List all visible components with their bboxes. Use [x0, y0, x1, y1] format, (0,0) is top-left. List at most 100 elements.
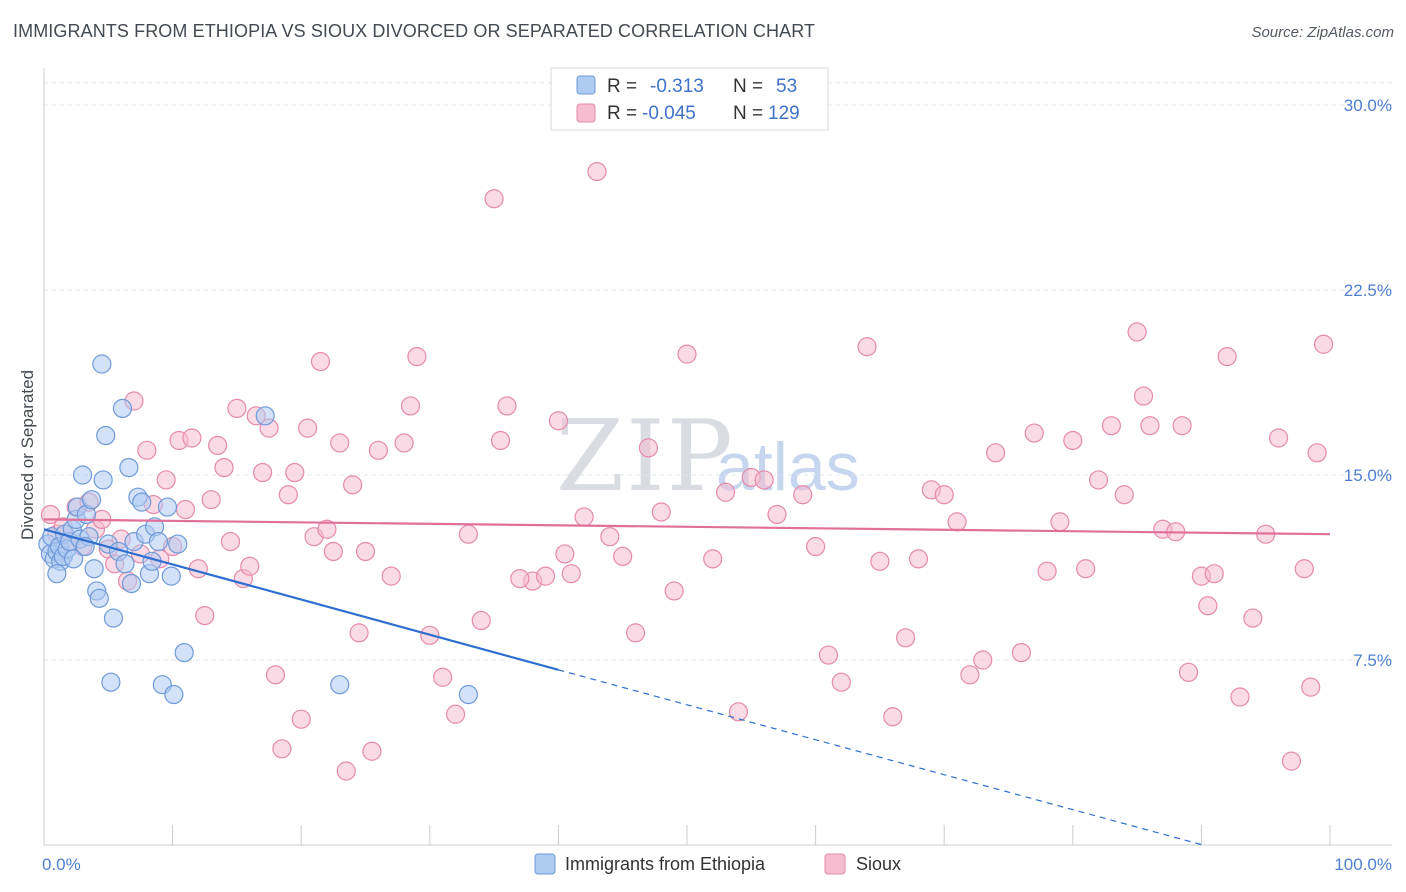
sioux-point	[484, 189, 504, 209]
sioux-point	[1133, 386, 1154, 406]
chart-title: IMMIGRANTS FROM ETHIOPIA VS SIOUX DIVORC…	[13, 21, 816, 41]
sioux-point	[973, 650, 993, 670]
ethiopia-point	[121, 573, 142, 594]
sioux-point	[1063, 430, 1083, 451]
sioux-point	[934, 485, 954, 505]
bottom-legend-swatch-ethiopia	[534, 853, 556, 875]
sioux-point	[182, 428, 202, 448]
sioux-point	[1217, 347, 1237, 367]
sioux-point	[587, 162, 607, 182]
legend-n-value-sioux: 129	[768, 103, 800, 124]
sioux-point	[1243, 608, 1263, 628]
sioux-point	[1178, 662, 1199, 682]
ethiopia-point	[330, 675, 350, 695]
sioux-point	[1281, 751, 1302, 771]
legend-r-value-sioux: -0.045	[642, 103, 696, 124]
sioux-point	[857, 337, 877, 357]
ethiopia-point	[164, 684, 184, 705]
watermark-atlas: atlas	[716, 429, 860, 505]
sioux-point	[600, 527, 620, 547]
legend-r-label-sioux: R =	[607, 103, 637, 124]
sioux-point	[883, 707, 903, 727]
sioux-point	[214, 458, 234, 478]
sioux-point	[1268, 428, 1289, 448]
sioux-point	[291, 709, 311, 729]
ethiopia-trend-line	[43, 528, 559, 671]
sioux-point	[407, 347, 427, 367]
sioux-point	[433, 667, 453, 687]
sioux-point	[355, 541, 376, 562]
y-axis-label: Divorced or Separated	[18, 370, 37, 540]
bottom-legend-swatch-sioux	[824, 853, 846, 875]
watermark-zip: ZIP	[556, 400, 735, 514]
sioux-point	[381, 566, 401, 586]
ethiopia-point	[112, 398, 133, 418]
sioux-point	[298, 418, 318, 438]
ethiopia-point	[157, 497, 178, 517]
sioux-point	[278, 485, 298, 505]
sioux-point	[195, 605, 215, 626]
sioux-point	[960, 665, 980, 685]
legend-n-value-ethiopia: 53	[776, 76, 797, 97]
x-ticks	[172, 825, 1331, 845]
y-tick-label: 22.5%	[1344, 281, 1392, 300]
sioux-point	[613, 546, 633, 567]
sioux-points	[40, 162, 1334, 781]
ethiopia-point	[148, 531, 169, 552]
y-tick-labels: 7.5% 15.0% 22.5% 30.0%	[1344, 96, 1392, 670]
sioux-point	[715, 482, 736, 502]
sioux-point	[1172, 416, 1192, 436]
ethiopia-point	[115, 554, 135, 574]
sioux-point	[908, 549, 929, 569]
sioux-point	[1204, 564, 1224, 584]
ethiopia-point	[161, 566, 181, 586]
sioux-point	[317, 519, 337, 539]
bottom-legend: Immigrants from Ethiopia Sioux	[534, 853, 901, 875]
ethiopia-point	[168, 534, 188, 554]
sioux-point	[1307, 443, 1327, 463]
sioux-point	[728, 702, 749, 722]
sioux-point	[156, 470, 176, 490]
sioux-point	[677, 344, 697, 364]
sioux-point	[561, 564, 581, 584]
sioux-point	[349, 623, 369, 643]
ethiopia-point	[72, 465, 93, 485]
y-tick-label: 7.5%	[1353, 651, 1392, 670]
sioux-point	[1024, 423, 1044, 443]
sioux-point	[1230, 687, 1250, 707]
ethiopia-point	[132, 492, 152, 512]
sioux-point	[285, 462, 305, 483]
ethiopia-point	[101, 672, 121, 692]
ethiopia-point	[63, 549, 84, 569]
sioux-point	[137, 440, 157, 460]
sioux-point	[310, 351, 331, 372]
sioux-point	[947, 512, 967, 532]
sioux-point	[253, 462, 273, 483]
sioux-trend-line	[43, 518, 1331, 536]
sioux-point	[208, 435, 228, 455]
sioux-point	[625, 623, 646, 643]
sioux-point	[497, 396, 517, 416]
legend-n-label-sioux: N =	[733, 103, 763, 124]
sioux-point	[458, 524, 478, 544]
sioux-point	[265, 665, 286, 685]
sioux-point	[330, 433, 350, 453]
sioux-point	[831, 672, 851, 692]
sioux-point	[548, 411, 569, 431]
sioux-point	[703, 549, 723, 569]
legend-swatch-ethiopia	[576, 75, 596, 95]
sioux-point	[240, 556, 260, 576]
sioux-point	[445, 704, 466, 724]
sioux-point	[664, 581, 684, 601]
sioux-point	[227, 398, 247, 418]
ethiopia-point	[255, 406, 275, 426]
sioux-point	[767, 504, 787, 525]
sioux-point	[574, 507, 594, 527]
sioux-point	[1088, 470, 1109, 490]
sioux-point	[1114, 485, 1134, 505]
sioux-point	[323, 541, 343, 562]
sioux-point	[818, 645, 839, 665]
sioux-point	[336, 761, 356, 781]
ethiopia-point	[81, 490, 102, 510]
sioux-point	[638, 438, 659, 458]
